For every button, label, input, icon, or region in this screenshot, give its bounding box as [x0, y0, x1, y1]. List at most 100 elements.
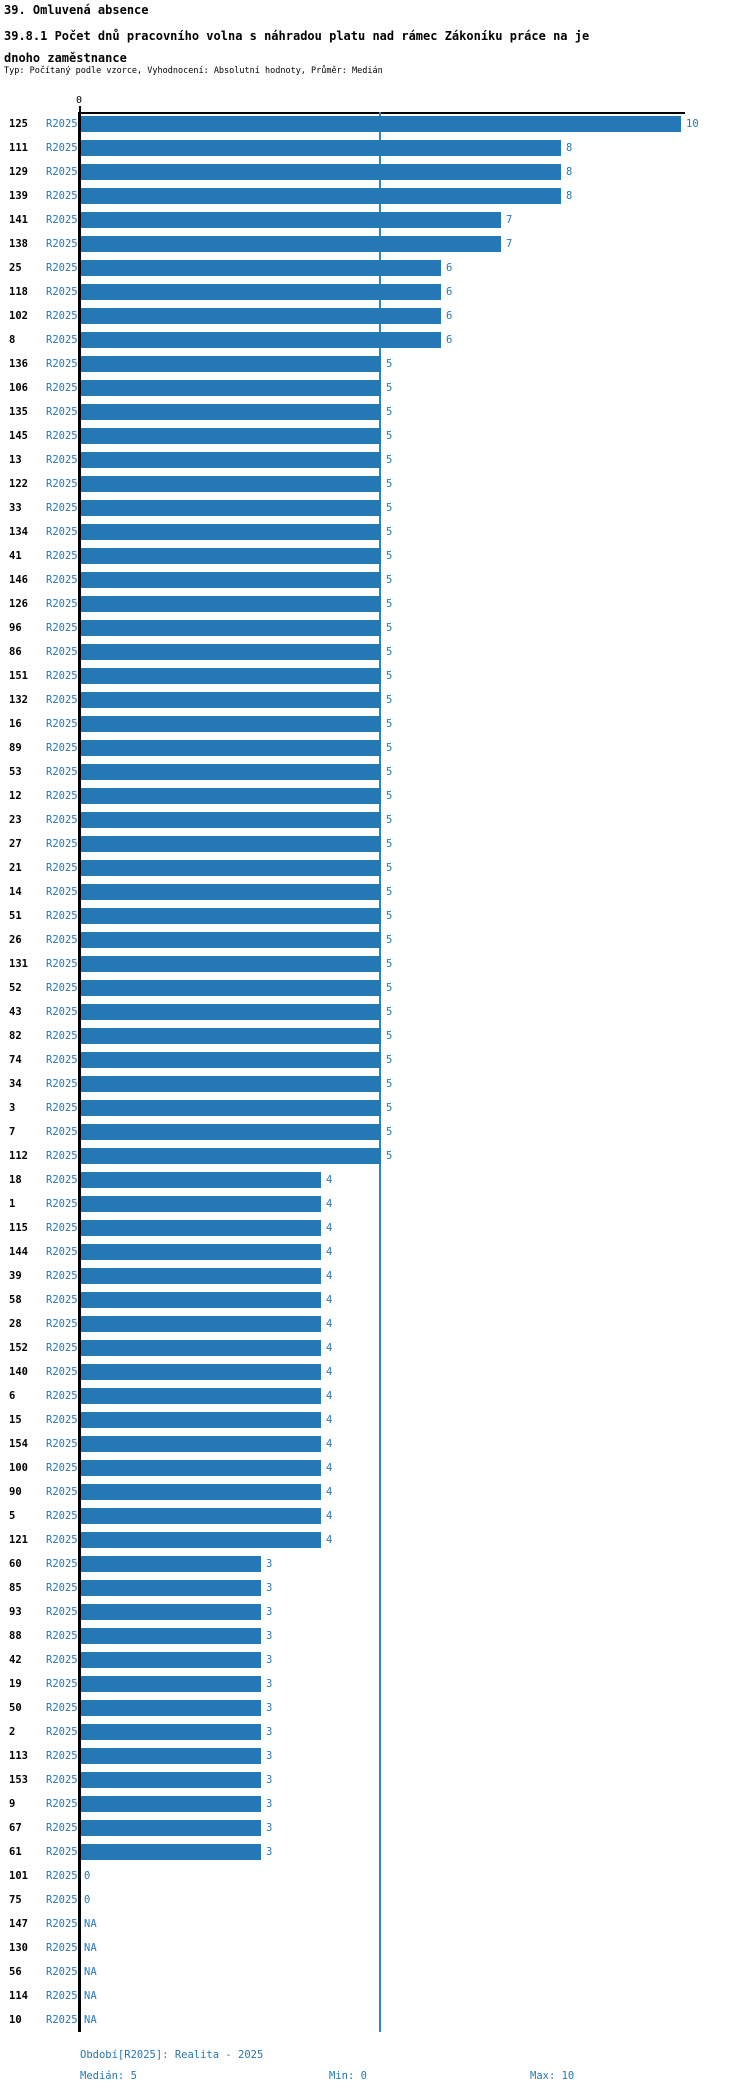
bar: [81, 668, 381, 684]
bar-value-label: 5: [386, 478, 393, 490]
chart-row: 9 R2025 3: [0, 1792, 750, 1816]
row-period-label: R2025: [46, 1390, 78, 1402]
row-category-label: 145: [9, 430, 28, 442]
row-period-label: R2025: [46, 1822, 78, 1834]
row-category-label: 2: [9, 1726, 16, 1738]
bar-value-label: 4: [326, 1438, 333, 1450]
bar: [81, 1700, 261, 1716]
bar: [81, 356, 381, 372]
row-period-label: R2025: [46, 238, 78, 250]
row-category-label: 7: [9, 1126, 16, 1138]
chart-row: 144 R2025 4: [0, 1240, 750, 1264]
bar: [81, 836, 381, 852]
row-category-label: 25: [9, 262, 22, 274]
row-category-label: 21: [9, 862, 22, 874]
bar-value-label: 3: [266, 1582, 273, 1594]
row-period-label: R2025: [46, 1702, 78, 1714]
bar: [81, 1460, 321, 1476]
bar-value-label: 3: [266, 1654, 273, 1666]
row-category-label: 6: [9, 1390, 16, 1402]
chart-row: 112 R2025 5: [0, 1144, 750, 1168]
bar-value-label: 3: [266, 1630, 273, 1642]
row-period-label: R2025: [46, 2014, 78, 2026]
row-category-label: 88: [9, 1630, 22, 1642]
chart-row: 154 R2025 4: [0, 1432, 750, 1456]
row-period-label: R2025: [46, 646, 78, 658]
bar: [81, 1388, 321, 1404]
bar-chart: 125 R2025 10 111 R2025 8 129 R2025 8 139…: [0, 112, 750, 2032]
bar-value-label: 4: [326, 1270, 333, 1282]
row-category-label: 125: [9, 118, 28, 130]
row-category-label: 122: [9, 478, 28, 490]
bar-value-label: 5: [386, 814, 393, 826]
bar: [81, 980, 381, 996]
row-period-label: R2025: [46, 574, 78, 586]
row-period-label: R2025: [46, 142, 78, 154]
x-axis-tick-label-0: 0: [76, 95, 83, 106]
row-category-label: 3: [9, 1102, 16, 1114]
bar-value-label: 4: [326, 1174, 333, 1186]
chart-row: 50 R2025 3: [0, 1696, 750, 1720]
bar: [81, 1556, 261, 1572]
bar: [81, 956, 381, 972]
bar: [81, 1652, 261, 1668]
row-period-label: R2025: [46, 1150, 78, 1162]
bar: [81, 236, 501, 252]
bar-value-label: 5: [386, 790, 393, 802]
row-period-label: R2025: [46, 1726, 78, 1738]
chart-row: 74 R2025 5: [0, 1048, 750, 1072]
row-category-label: 52: [9, 982, 22, 994]
chart-row: 126 R2025 5: [0, 592, 750, 616]
row-category-label: 9: [9, 1798, 16, 1810]
chart-row: 125 R2025 10: [0, 112, 750, 136]
row-period-label: R2025: [46, 622, 78, 634]
row-period-label: R2025: [46, 358, 78, 370]
bar-value-label: 4: [326, 1222, 333, 1234]
chart-row: 2 R2025 3: [0, 1720, 750, 1744]
bar: [81, 764, 381, 780]
row-period-label: R2025: [46, 1030, 78, 1042]
row-category-label: 144: [9, 1246, 28, 1258]
bar-value-label: 5: [386, 406, 393, 418]
bar-value-label: 4: [326, 1510, 333, 1522]
row-period-label: R2025: [46, 1174, 78, 1186]
chart-row: 15 R2025 4: [0, 1408, 750, 1432]
row-period-label: R2025: [46, 526, 78, 538]
row-period-label: R2025: [46, 1126, 78, 1138]
footer-median: Medián: 5: [80, 2070, 137, 2082]
row-category-label: 51: [9, 910, 22, 922]
chart-row: 122 R2025 5: [0, 472, 750, 496]
chart-title: 39.8.1 Počet dnů pracovního volna s náhr…: [4, 29, 590, 65]
row-period-label: R2025: [46, 430, 78, 442]
bar-value-label: 3: [266, 1798, 273, 1810]
bar: [81, 1052, 381, 1068]
bar: [81, 1364, 321, 1380]
row-category-label: 13: [9, 454, 22, 466]
chart-row: 39 R2025 4: [0, 1264, 750, 1288]
chart-row: 12 R2025 5: [0, 784, 750, 808]
chart-row: 121 R2025 4: [0, 1528, 750, 1552]
row-category-label: 18: [9, 1174, 22, 1186]
chart-row: 89 R2025 5: [0, 736, 750, 760]
chart-row: 141 R2025 7: [0, 208, 750, 232]
chart-row: 10 R2025 NA: [0, 2008, 750, 2032]
bar-value-label: 5: [386, 934, 393, 946]
bar: [81, 1004, 381, 1020]
row-period-label: R2025: [46, 1414, 78, 1426]
bar: [81, 572, 381, 588]
row-category-label: 111: [9, 142, 28, 154]
row-category-label: 130: [9, 1942, 28, 1954]
chart-row: 33 R2025 5: [0, 496, 750, 520]
row-category-label: 135: [9, 406, 28, 418]
row-period-label: R2025: [46, 1894, 78, 1906]
bar-value-label: 5: [386, 670, 393, 682]
bar: [81, 1028, 381, 1044]
row-period-label: R2025: [46, 766, 78, 778]
bar: [81, 404, 381, 420]
bar: [81, 1220, 321, 1236]
chart-row: 138 R2025 7: [0, 232, 750, 256]
row-category-label: 112: [9, 1150, 28, 1162]
row-period-label: R2025: [46, 886, 78, 898]
row-period-label: R2025: [46, 1606, 78, 1618]
